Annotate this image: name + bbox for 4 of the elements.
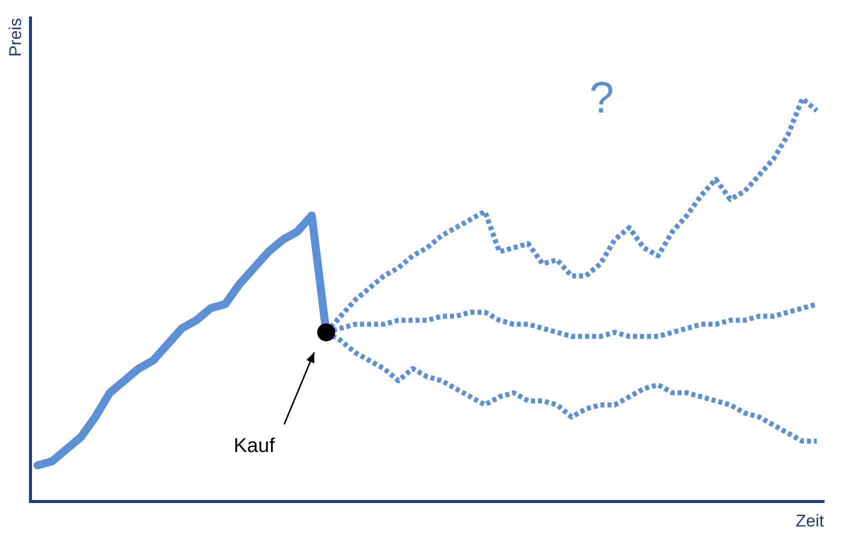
annotation: Kauf <box>234 434 276 457</box>
y-axis-title: Preis <box>6 18 25 57</box>
annotation: ? <box>590 73 614 122</box>
x-axis-title: Zeit <box>796 511 824 530</box>
